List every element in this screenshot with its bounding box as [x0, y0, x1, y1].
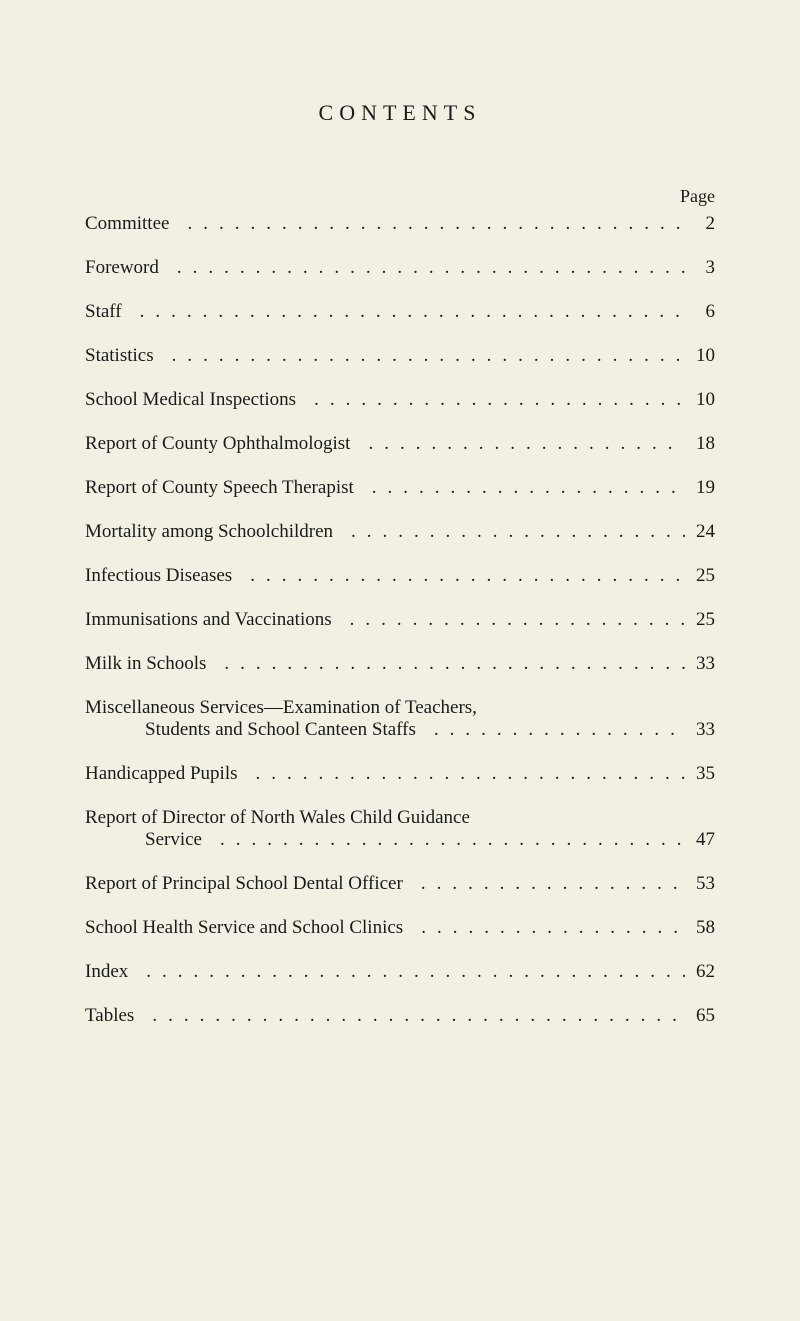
toc-title: Staff — [85, 301, 122, 323]
toc-page-number: 18 — [685, 433, 715, 455]
toc-title: Committee — [85, 213, 169, 235]
toc-page-number: 10 — [685, 345, 715, 367]
toc-entry: Report of Director of North Wales Child … — [85, 807, 715, 851]
toc-title: Handicapped Pupils — [85, 763, 238, 785]
toc-page-number: 25 — [685, 609, 715, 631]
toc-entry: Committee...............................… — [85, 213, 715, 235]
toc-title: Report of County Speech Therapist — [85, 477, 354, 499]
toc-page-number: 24 — [685, 521, 715, 543]
toc-leader-dots: ........................................… — [206, 653, 685, 675]
toc-leader-dots: ........................................… — [332, 609, 685, 631]
toc-title-line1: Report of Director of North Wales Child … — [85, 807, 715, 829]
toc-page-number: 47 — [685, 829, 715, 851]
toc-entry: Statistics..............................… — [85, 345, 715, 367]
toc-entry: Report of Principal School Dental Office… — [85, 873, 715, 895]
toc-leader-dots: ........................................… — [333, 521, 685, 543]
toc-leader-dots: ........................................… — [159, 257, 685, 279]
toc-page-number: 58 — [685, 917, 715, 939]
toc-entry: Index...................................… — [85, 961, 715, 983]
toc-leader-dots: ........................................… — [350, 433, 685, 455]
toc-leader-dots: ........................................… — [128, 961, 685, 983]
toc-leader-dots: ........................................… — [238, 763, 685, 785]
toc-leader-dots: ........................................… — [169, 213, 685, 235]
toc-title: Infectious Diseases — [85, 565, 232, 587]
toc-entry: Miscellaneous Services—Examination of Te… — [85, 697, 715, 741]
toc-title: Tables — [85, 1005, 134, 1027]
toc-leader-dots: ........................................… — [416, 719, 685, 741]
toc-title: School Health Service and School Clinics — [85, 917, 403, 939]
toc-page-number: 33 — [685, 719, 715, 741]
toc-page-number: 62 — [685, 961, 715, 983]
toc-entry: Immunisations and Vaccinations..........… — [85, 609, 715, 631]
toc-title: Mortality among Schoolchildren — [85, 521, 333, 543]
toc-title: Report of County Ophthalmologist — [85, 433, 350, 455]
toc-title: Foreword — [85, 257, 159, 279]
contents-heading: CONTENTS — [85, 100, 715, 126]
toc-entry: Tables..................................… — [85, 1005, 715, 1027]
toc-leader-dots: ........................................… — [202, 829, 685, 851]
toc-title: Index — [85, 961, 128, 983]
toc-entry: Milk in Schools.........................… — [85, 653, 715, 675]
toc-entry: Infectious Diseases.....................… — [85, 565, 715, 587]
toc-entry: School Medical Inspections..............… — [85, 389, 715, 411]
toc-title-line2: Service — [145, 829, 202, 851]
toc-page-number: 53 — [685, 873, 715, 895]
toc-leader-dots: ........................................… — [296, 389, 685, 411]
toc-entry: School Health Service and School Clinics… — [85, 917, 715, 939]
toc-entry: Mortality among Schoolchildren..........… — [85, 521, 715, 543]
toc-title: Immunisations and Vaccinations — [85, 609, 332, 631]
toc-page-number: 65 — [685, 1005, 715, 1027]
toc-leader-dots: ........................................… — [154, 345, 685, 367]
page-column-label: Page — [85, 186, 715, 207]
toc-page-number: 6 — [685, 301, 715, 323]
toc-page-number: 19 — [685, 477, 715, 499]
toc-page-number: 10 — [685, 389, 715, 411]
toc-leader-dots: ........................................… — [232, 565, 685, 587]
toc-leader-dots: ........................................… — [122, 301, 685, 323]
toc-page-number: 2 — [685, 213, 715, 235]
toc-entry: Report of County Speech Therapist.......… — [85, 477, 715, 499]
toc-page-number: 33 — [685, 653, 715, 675]
toc-entry: Handicapped Pupils......................… — [85, 763, 715, 785]
toc-page-number: 35 — [685, 763, 715, 785]
toc-entry: Foreword................................… — [85, 257, 715, 279]
toc-leader-dots: ........................................… — [134, 1005, 685, 1027]
toc-title: School Medical Inspections — [85, 389, 296, 411]
table-of-contents: Committee...............................… — [85, 213, 715, 1027]
toc-leader-dots: ........................................… — [403, 917, 685, 939]
toc-entry: Staff...................................… — [85, 301, 715, 323]
toc-page-number: 25 — [685, 565, 715, 587]
toc-leader-dots: ........................................… — [354, 477, 685, 499]
toc-title-line1: Miscellaneous Services—Examination of Te… — [85, 697, 715, 719]
toc-leader-dots: ........................................… — [403, 873, 685, 895]
toc-title: Report of Principal School Dental Office… — [85, 873, 403, 895]
toc-page-number: 3 — [685, 257, 715, 279]
toc-title: Milk in Schools — [85, 653, 206, 675]
toc-title-line2: Students and School Canteen Staffs — [145, 719, 416, 741]
toc-title: Statistics — [85, 345, 154, 367]
toc-entry: Report of County Ophthalmologist........… — [85, 433, 715, 455]
